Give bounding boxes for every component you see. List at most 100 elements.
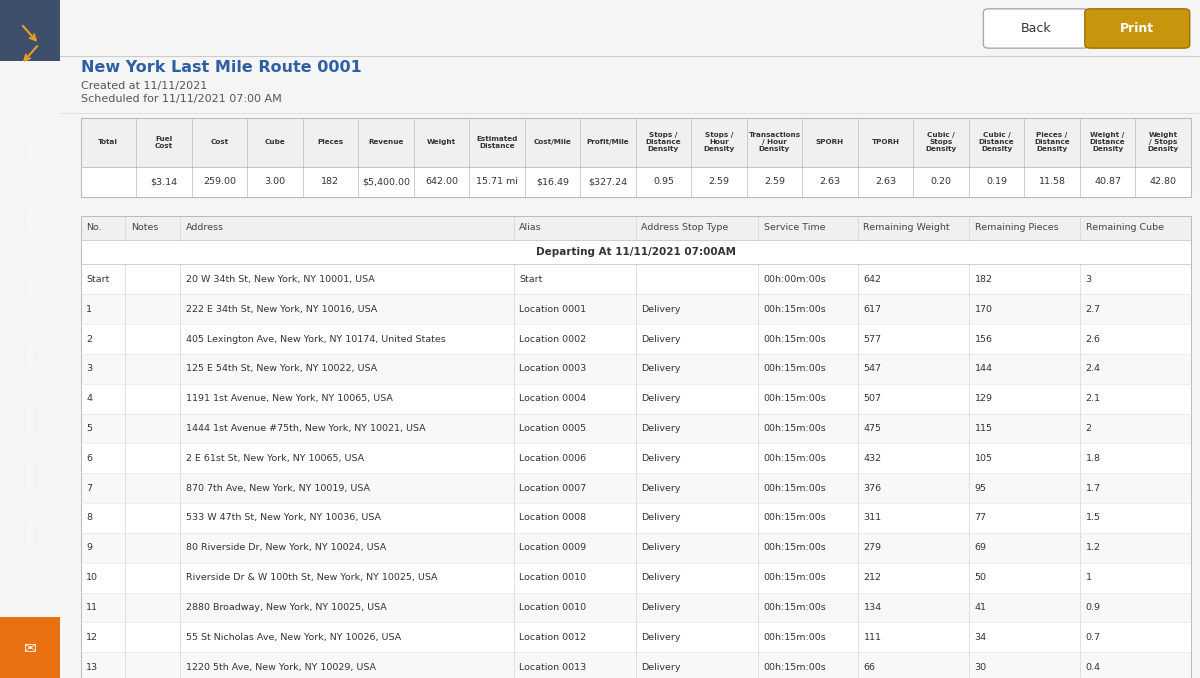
Text: 34: 34 bbox=[974, 633, 986, 642]
Text: 1.8: 1.8 bbox=[1086, 454, 1100, 463]
Text: 2.1: 2.1 bbox=[1086, 394, 1100, 403]
Text: 2.63: 2.63 bbox=[875, 177, 896, 186]
Text: Fuel
Cost: Fuel Cost bbox=[155, 136, 173, 149]
Text: Delivery: Delivery bbox=[641, 304, 680, 314]
Text: 2: 2 bbox=[86, 334, 92, 344]
Text: 405 Lexington Ave, New York, NY 10174, United States: 405 Lexington Ave, New York, NY 10174, U… bbox=[186, 334, 446, 344]
Text: 617: 617 bbox=[864, 304, 882, 314]
Text: 00h:15m:00s: 00h:15m:00s bbox=[763, 662, 827, 672]
Text: 259.00: 259.00 bbox=[203, 177, 236, 186]
FancyBboxPatch shape bbox=[80, 593, 1190, 622]
Text: Remaining Pieces: Remaining Pieces bbox=[974, 223, 1058, 233]
Text: 13: 13 bbox=[86, 662, 98, 672]
FancyBboxPatch shape bbox=[80, 414, 1190, 443]
Text: 12: 12 bbox=[86, 633, 98, 642]
Text: 00h:15m:00s: 00h:15m:00s bbox=[763, 633, 827, 642]
Text: 2.59: 2.59 bbox=[708, 177, 730, 186]
Text: 00h:15m:00s: 00h:15m:00s bbox=[763, 603, 827, 612]
FancyBboxPatch shape bbox=[0, 617, 60, 678]
Circle shape bbox=[26, 400, 35, 495]
FancyBboxPatch shape bbox=[80, 118, 1190, 167]
Text: 00h:15m:00s: 00h:15m:00s bbox=[763, 454, 827, 463]
FancyBboxPatch shape bbox=[80, 264, 1190, 294]
Text: 9: 9 bbox=[86, 543, 92, 553]
Text: Address Stop Type: Address Stop Type bbox=[641, 223, 728, 233]
Text: Delivery: Delivery bbox=[641, 573, 680, 582]
Text: TPORH: TPORH bbox=[871, 140, 900, 145]
Text: Weight: Weight bbox=[427, 140, 456, 145]
Text: 3.00: 3.00 bbox=[264, 177, 286, 186]
Text: 125 E 54th St, New York, NY 10022, USA: 125 E 54th St, New York, NY 10022, USA bbox=[186, 364, 377, 374]
Text: Cubic /
Distance
Density: Cubic / Distance Density bbox=[979, 132, 1014, 153]
Text: 1.5: 1.5 bbox=[1086, 513, 1100, 523]
Text: Delivery: Delivery bbox=[641, 483, 680, 493]
Text: Estimated
Distance: Estimated Distance bbox=[476, 136, 517, 149]
Text: 15.71 mi: 15.71 mi bbox=[476, 177, 518, 186]
Text: 30: 30 bbox=[974, 662, 986, 672]
FancyBboxPatch shape bbox=[80, 216, 1190, 240]
Text: 642: 642 bbox=[864, 275, 882, 284]
Text: 0.20: 0.20 bbox=[930, 177, 952, 186]
FancyBboxPatch shape bbox=[80, 563, 1190, 593]
Circle shape bbox=[26, 207, 35, 302]
Text: $16.49: $16.49 bbox=[536, 177, 569, 186]
Text: 0.9: 0.9 bbox=[1086, 603, 1100, 612]
Text: 105: 105 bbox=[974, 454, 992, 463]
Text: 2.4: 2.4 bbox=[1086, 364, 1100, 374]
FancyBboxPatch shape bbox=[80, 652, 1190, 678]
Text: 2.6: 2.6 bbox=[1086, 334, 1100, 344]
FancyBboxPatch shape bbox=[80, 473, 1190, 503]
Text: 547: 547 bbox=[864, 364, 882, 374]
Text: Delivery: Delivery bbox=[641, 543, 680, 553]
Text: 1444 1st Avenue #75th, New York, NY 10021, USA: 1444 1st Avenue #75th, New York, NY 1002… bbox=[186, 424, 426, 433]
Text: 1: 1 bbox=[86, 304, 92, 314]
Text: 66: 66 bbox=[864, 662, 876, 672]
Text: Address: Address bbox=[186, 223, 224, 233]
Text: 129: 129 bbox=[974, 394, 992, 403]
FancyBboxPatch shape bbox=[80, 503, 1190, 533]
Text: Delivery: Delivery bbox=[641, 334, 680, 344]
Text: 77: 77 bbox=[974, 513, 986, 523]
Text: 41: 41 bbox=[974, 603, 986, 612]
Text: $327.24: $327.24 bbox=[588, 177, 628, 186]
Text: Location 0004: Location 0004 bbox=[520, 394, 587, 403]
Text: Location 0010: Location 0010 bbox=[520, 573, 587, 582]
Text: No.: No. bbox=[86, 223, 102, 233]
Text: 111: 111 bbox=[864, 633, 882, 642]
FancyBboxPatch shape bbox=[80, 622, 1190, 652]
Text: SPORH: SPORH bbox=[816, 140, 844, 145]
Text: Back: Back bbox=[1020, 22, 1051, 35]
Text: 115: 115 bbox=[974, 424, 992, 433]
Text: 42.80: 42.80 bbox=[1150, 177, 1177, 186]
Text: 00h:15m:00s: 00h:15m:00s bbox=[763, 513, 827, 523]
Text: Delivery: Delivery bbox=[641, 364, 680, 374]
Text: Delivery: Delivery bbox=[641, 633, 680, 642]
Text: 80 Riverside Dr, New York, NY 10024, USA: 80 Riverside Dr, New York, NY 10024, USA bbox=[186, 543, 386, 553]
Text: Location 0013: Location 0013 bbox=[520, 662, 587, 672]
Text: 3: 3 bbox=[1086, 275, 1092, 284]
Text: 144: 144 bbox=[974, 364, 992, 374]
Text: Delivery: Delivery bbox=[641, 394, 680, 403]
FancyBboxPatch shape bbox=[1085, 9, 1189, 48]
Text: Pieces: Pieces bbox=[317, 140, 343, 145]
Text: 50: 50 bbox=[974, 573, 986, 582]
Text: 8: 8 bbox=[86, 513, 92, 523]
Text: Weight /
Distance
Density: Weight / Distance Density bbox=[1090, 132, 1126, 153]
Circle shape bbox=[26, 515, 35, 610]
Text: Total: Total bbox=[98, 140, 119, 145]
Text: 20 W 34th St, New York, NY 10001, USA: 20 W 34th St, New York, NY 10001, USA bbox=[186, 275, 374, 284]
Text: 311: 311 bbox=[864, 513, 882, 523]
Text: Start: Start bbox=[520, 275, 542, 284]
Text: 00h:15m:00s: 00h:15m:00s bbox=[763, 304, 827, 314]
Text: 170: 170 bbox=[974, 304, 992, 314]
Text: 507: 507 bbox=[864, 394, 882, 403]
Text: Pieces /
Distance
Density: Pieces / Distance Density bbox=[1034, 132, 1070, 153]
Text: Stops /
Distance
Density: Stops / Distance Density bbox=[646, 132, 682, 153]
Text: Location 0003: Location 0003 bbox=[520, 364, 587, 374]
Text: 00h:15m:00s: 00h:15m:00s bbox=[763, 394, 827, 403]
Text: ✉: ✉ bbox=[24, 640, 36, 655]
Text: 00h:15m:00s: 00h:15m:00s bbox=[763, 543, 827, 553]
Text: 0.95: 0.95 bbox=[653, 177, 674, 186]
FancyBboxPatch shape bbox=[80, 324, 1190, 354]
Text: 870 7th Ave, New York, NY 10019, USA: 870 7th Ave, New York, NY 10019, USA bbox=[186, 483, 370, 493]
